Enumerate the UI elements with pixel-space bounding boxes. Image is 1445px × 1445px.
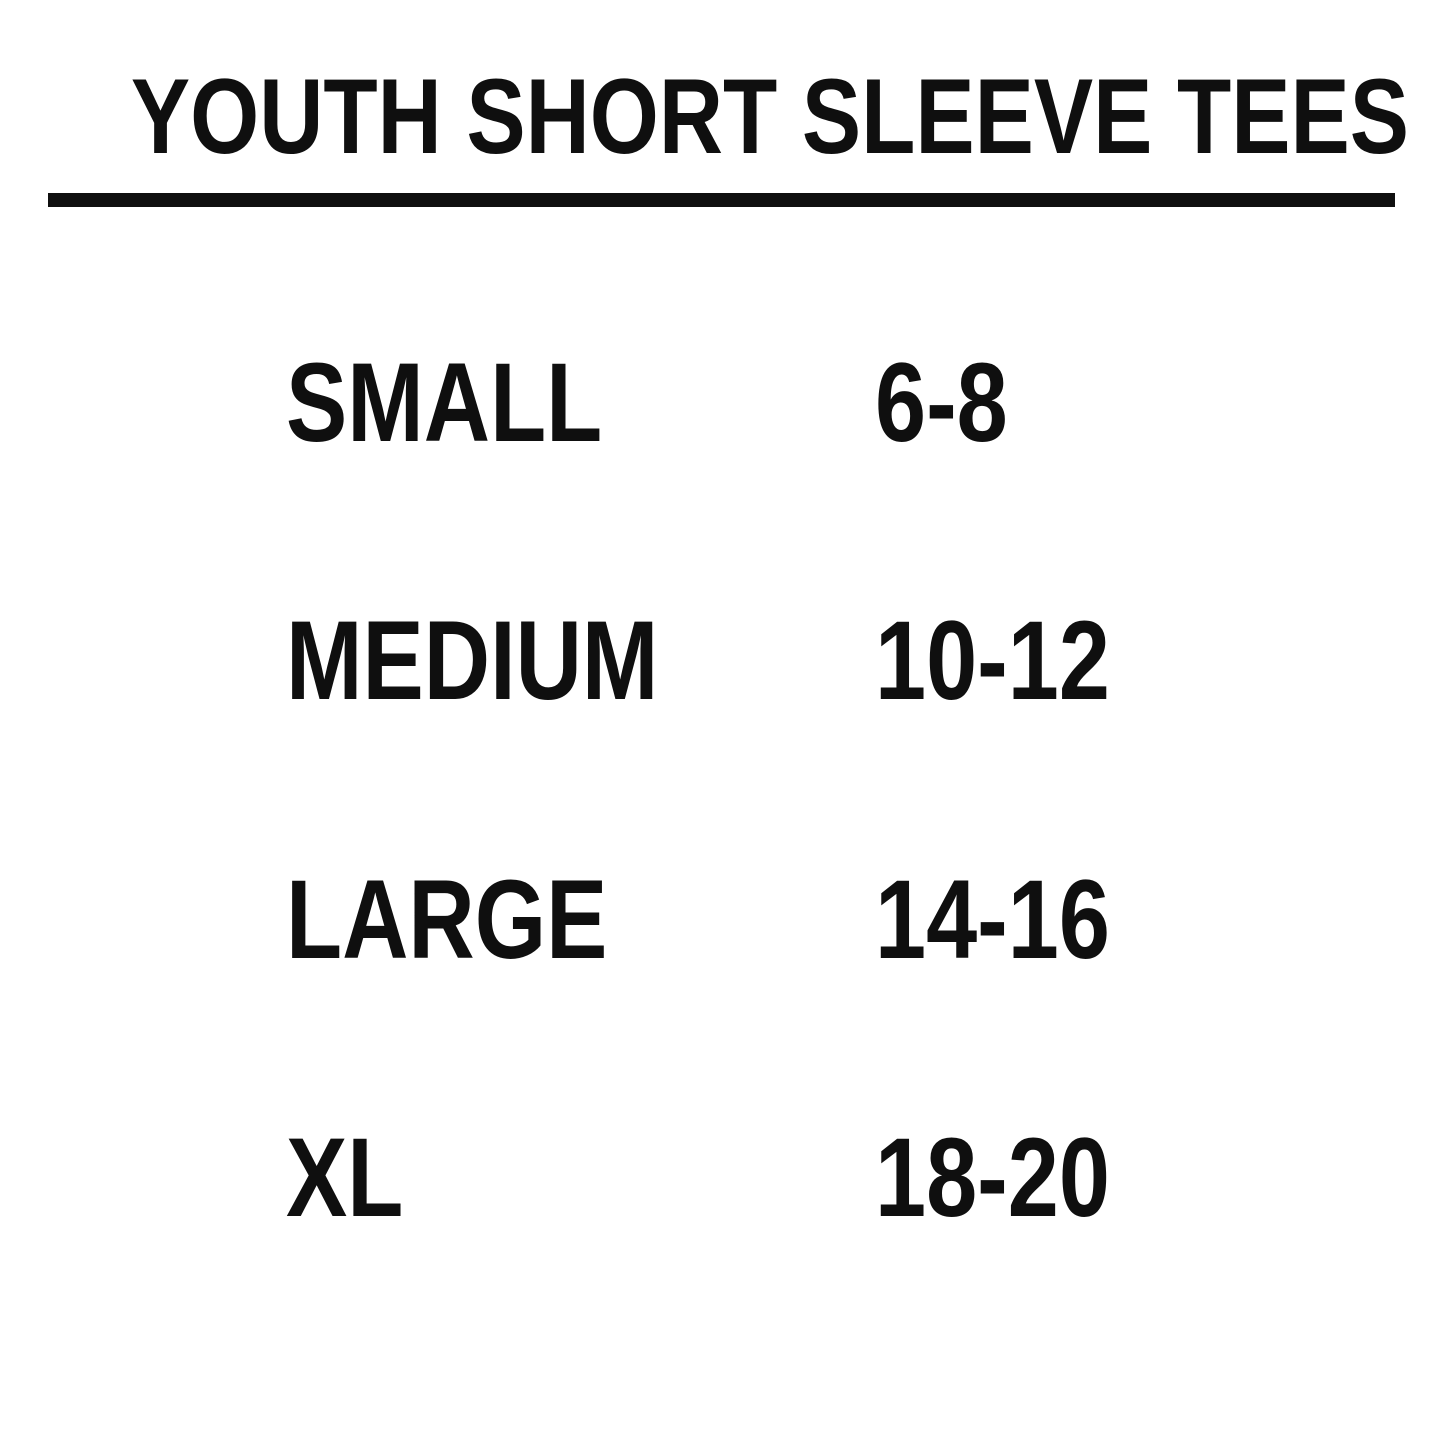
size-row-xl: XL 18-20 bbox=[0, 1122, 1445, 1234]
size-name: MEDIUM bbox=[286, 598, 659, 723]
size-name: SMALL bbox=[286, 340, 603, 465]
page-title: YOUTH SHORT SLEEVE TEES bbox=[0, 63, 1445, 170]
size-row-large: LARGE 14-16 bbox=[0, 864, 1445, 976]
size-range: 10-12 bbox=[875, 598, 1110, 723]
size-range: 14-16 bbox=[875, 857, 1110, 982]
size-row-medium: MEDIUM 10-12 bbox=[0, 605, 1445, 717]
page-title-text: YOUTH SHORT SLEEVE TEES bbox=[130, 56, 1409, 176]
size-range: 6-8 bbox=[875, 340, 1008, 465]
size-row-small: SMALL 6-8 bbox=[0, 347, 1445, 459]
size-name: LARGE bbox=[286, 857, 608, 982]
title-underline bbox=[48, 193, 1395, 207]
size-name: XL bbox=[286, 1115, 404, 1240]
size-range: 18-20 bbox=[875, 1115, 1110, 1240]
